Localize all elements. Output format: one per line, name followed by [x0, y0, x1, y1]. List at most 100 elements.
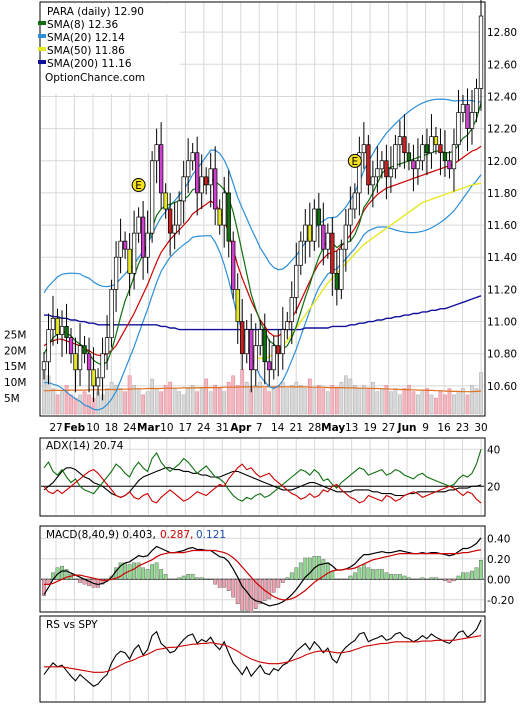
- sma50-line: [250, 182, 482, 360]
- volume-bar: [470, 385, 474, 415]
- earnings-marker-icon: [347, 153, 362, 168]
- macd-histogram-bar: [429, 577, 434, 580]
- macd-histogram-bar: [181, 575, 186, 580]
- adx-y-tick-label: 40: [487, 444, 500, 456]
- candle-body: [154, 144, 159, 162]
- macd-histogram-bar: [222, 579, 227, 588]
- macd-histogram-bar: [307, 557, 312, 580]
- candle-body: [294, 264, 299, 298]
- macd-histogram-bar: [73, 579, 78, 580]
- macd-histogram-bar: [231, 579, 236, 598]
- volume-bar: [123, 391, 127, 415]
- candle-body: [249, 329, 254, 371]
- volume-bar: [465, 394, 470, 415]
- macd-histogram-bar: [64, 569, 69, 580]
- macd-histogram-bar: [470, 570, 474, 580]
- macd-histogram-bar: [407, 577, 411, 580]
- volume-bar: [375, 391, 380, 415]
- sma200-line: [44, 295, 482, 331]
- x-tick-label: Mar: [137, 422, 161, 434]
- candle-body: [163, 192, 168, 210]
- volume-bar: [222, 391, 227, 415]
- volume-bar: [384, 385, 389, 415]
- watermark: OptionChance.com: [45, 72, 145, 84]
- macd-histogram-bar: [334, 579, 339, 580]
- candle-body: [298, 240, 303, 266]
- earnings-marker-label: E: [135, 180, 142, 192]
- axis-labels: 27 Feb 10 18 24 Mar 10 17 24 31 Apr 7 14 21 28 May 13 19 2…: [4, 27, 517, 607]
- x-tick-label: 23: [456, 422, 469, 434]
- candle-body: [438, 144, 443, 154]
- candle-body: [357, 152, 362, 194]
- macd-histogram-bar: [420, 577, 425, 580]
- macd-histogram-bar: [416, 579, 420, 580]
- macd-histogram-bar: [474, 567, 479, 580]
- candle-body: [186, 160, 191, 178]
- candle-body: [361, 144, 367, 154]
- volume-bar: [172, 388, 177, 415]
- candle-body: [262, 329, 267, 363]
- macd-histogram-bar: [235, 579, 240, 605]
- macd-histogram-bar: [136, 562, 141, 580]
- macd-histogram-bar: [199, 577, 204, 580]
- price-y-tick-label: 12.60: [487, 59, 517, 71]
- volume-bar: [55, 394, 60, 415]
- candle-body: [136, 216, 141, 234]
- candle-body: [280, 329, 285, 355]
- macd-histogram-bar: [465, 572, 470, 580]
- macd-histogram-bar: [461, 572, 465, 580]
- candle-body: [222, 192, 227, 226]
- volume-bar: [443, 394, 447, 415]
- candle-body: [109, 289, 114, 338]
- candle-body: [167, 208, 173, 234]
- macd-histogram-bar: [150, 564, 155, 580]
- legend-swatch-sma200: [38, 60, 46, 64]
- volume-bar: [249, 388, 254, 415]
- volume-bar: [82, 391, 87, 415]
- candle-body: [411, 160, 416, 170]
- rs-series-line-1: [44, 635, 482, 673]
- candle-body: [68, 337, 74, 355]
- volume-bar: [348, 378, 353, 415]
- volume-bar: [343, 375, 348, 415]
- earnings-marker-label: E: [352, 156, 359, 168]
- macd-y-tick-label: 0.40: [487, 533, 510, 545]
- candle-body: [77, 345, 83, 371]
- rs-panel-frame: [39, 615, 486, 703]
- candle-body: [95, 377, 101, 387]
- volume-bars: [42, 369, 483, 415]
- legend-swatch-sma20: [38, 34, 46, 38]
- macd-histogram-bar: [357, 567, 362, 580]
- macd-panel-frame: [39, 525, 486, 613]
- macd-histogram-bar: [280, 579, 285, 583]
- candle-body: [104, 337, 110, 355]
- candle-body: [122, 240, 128, 250]
- volume-bar: [434, 397, 438, 415]
- volume-bar: [456, 391, 461, 415]
- candle-body: [100, 353, 105, 379]
- x-tick-label: 7: [256, 422, 263, 434]
- volume-bar: [204, 378, 209, 415]
- macd-histogram-bar: [118, 562, 123, 580]
- candle-body: [190, 152, 195, 162]
- volume-bar: [127, 375, 132, 415]
- volume-bar: [474, 388, 479, 415]
- price-y-tick-label: 12.20: [487, 124, 517, 136]
- candle-body: [208, 168, 213, 186]
- candle-body: [113, 256, 119, 290]
- candle-body: [451, 144, 457, 170]
- x-tick-label: 9: [422, 422, 429, 434]
- candle-body: [406, 152, 412, 162]
- volume-bar: [371, 381, 375, 415]
- macd-histogram-bar: [425, 579, 429, 580]
- macd-histogram-bar: [154, 562, 159, 580]
- macd-histogram-bar: [361, 564, 366, 580]
- x-tick-label: 17: [179, 422, 192, 434]
- macd-histogram-bar: [325, 562, 330, 580]
- candle-body: [316, 208, 321, 226]
- volume-bar: [208, 391, 213, 415]
- volume-bar: [168, 381, 172, 415]
- candle-body: [217, 208, 222, 226]
- macd-histogram-bar: [352, 572, 357, 580]
- x-tick-label: 18: [105, 422, 118, 434]
